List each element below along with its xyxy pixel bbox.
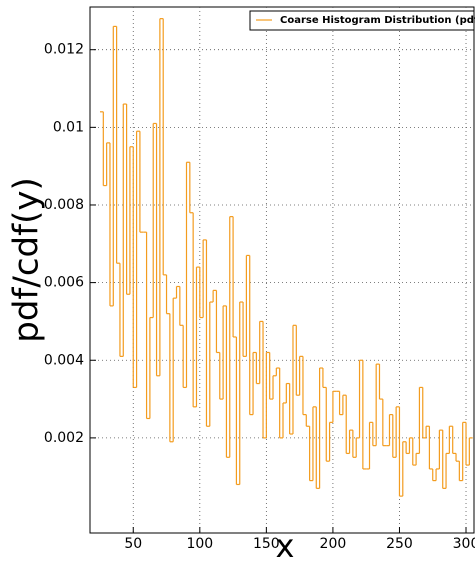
x-tick-label: 150 [253,536,280,552]
x-tick-label: 200 [320,536,347,552]
y-tick-label: 0.008 [44,197,84,213]
legend: Coarse Histogram Distribution (pdf) [249,10,475,31]
histogram-risers [102,18,470,497]
legend-box [249,10,475,31]
x-tick-label: 250 [386,536,413,552]
y-tick-label: 0.01 [53,119,84,135]
x-tick-label: 50 [124,536,142,552]
x-axis-label: x [276,527,295,562]
x-tick-label: 300 [453,536,475,552]
x-tick-label: 100 [186,536,213,552]
legend-label: Coarse Histogram Distribution (pdf) [280,15,475,26]
y-tick-label: 0.006 [44,275,84,291]
plot-frame [89,6,475,534]
y-tick-label: 0.002 [44,430,84,446]
y-axis-label: pdf/cdf(y) [7,177,47,342]
y-tick-label: 0.012 [44,42,84,58]
y-tick-label: 0.004 [44,352,84,368]
